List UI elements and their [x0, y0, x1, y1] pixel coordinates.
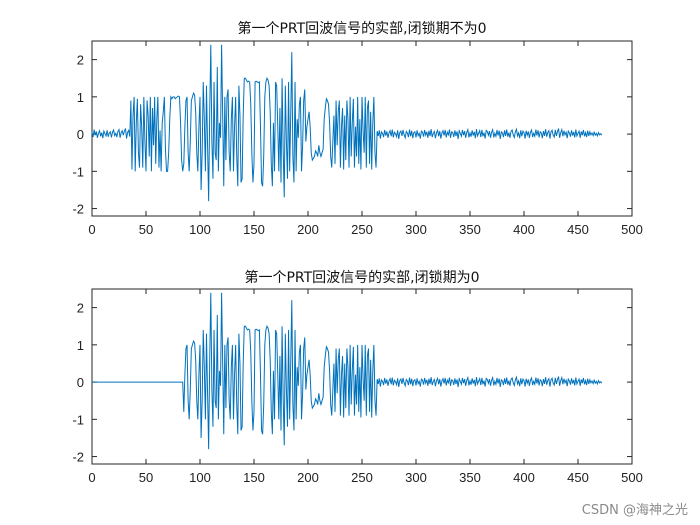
subplot-bottom-xtick-label: 200: [297, 470, 319, 485]
subplot-top-xtick-label: 200: [297, 222, 319, 237]
subplot-top-xtick-label: 250: [351, 222, 373, 237]
subplot-top-ticks: 0 50 100 150 200 250 300 350 400 450 500 2 1 0 -1 -2: [72, 41, 643, 237]
subplot-top-ytick-label: 0: [77, 127, 84, 142]
subplot-bottom-series-line: [92, 292, 603, 450]
subplot-bottom-ytick-label: 1: [77, 338, 84, 353]
subplot-bottom-ytick-label: -2: [72, 450, 84, 465]
subplot-bottom-xtick-label: 450: [567, 470, 589, 485]
subplot-bottom-xtick-label: 350: [459, 470, 481, 485]
subplot-top-ytick-label: -1: [72, 164, 84, 179]
subplot-top-xtick-label: 350: [459, 222, 481, 237]
subplot-bottom-xtick-label: 300: [405, 470, 427, 485]
subplot-top-xtick-label: 100: [189, 222, 211, 237]
subplot-bottom-xtick-label: 500: [621, 470, 643, 485]
subplot-bottom-ytick-label: -1: [72, 412, 84, 427]
watermark-text: CSDN @海神之光: [582, 503, 688, 518]
subplot-top-ytick-label: 1: [77, 90, 84, 105]
subplot-bottom-xtick-label: 100: [189, 470, 211, 485]
subplot-bottom-ytick-label: 2: [77, 301, 84, 316]
subplot-top-xtick-label: 0: [88, 222, 95, 237]
subplot-bottom-xtick-label: 150: [243, 470, 265, 485]
subplot-bottom-xtick-label: 250: [351, 470, 373, 485]
subplot-bottom-title: 第一个PRT回波信号的实部,闭锁期为0: [244, 269, 479, 286]
subplot-top-xtick-label: 500: [621, 222, 643, 237]
subplot-top-xtick-label: 300: [405, 222, 427, 237]
subplot-top: 第一个PRT回波信号的实部,闭锁期不为0 0 50 100 150 200 250 300 3…: [72, 20, 642, 237]
subplot-top-title: 第一个PRT回波信号的实部,闭锁期不为0: [237, 20, 486, 37]
subplot-top-xtick-label: 450: [567, 222, 589, 237]
subplot-bottom-xtick-label: 0: [88, 470, 95, 485]
subplot-top-xtick-label: 150: [243, 222, 265, 237]
subplot-bottom: 第一个PRT回波信号的实部,闭锁期为0 0 50 100 150 200 250 300 35…: [72, 269, 642, 485]
subplot-bottom-ytick-label: 0: [77, 375, 84, 390]
subplot-bottom-xtick-label: 400: [513, 470, 535, 485]
subplot-top-series-line: [91, 44, 603, 202]
subplot-top-xtick-label: 400: [513, 222, 535, 237]
subplot-top-ytick-label: -2: [72, 202, 84, 217]
subplot-top-xtick-label: 50: [139, 222, 153, 237]
subplot-top-ytick-label: 2: [77, 53, 84, 68]
subplot-bottom-xtick-label: 50: [139, 470, 153, 485]
subplot-bottom-ticks: 0 50 100 150 200 250 300 350 400 450 500 2 1 0 -1 -2: [72, 289, 643, 485]
